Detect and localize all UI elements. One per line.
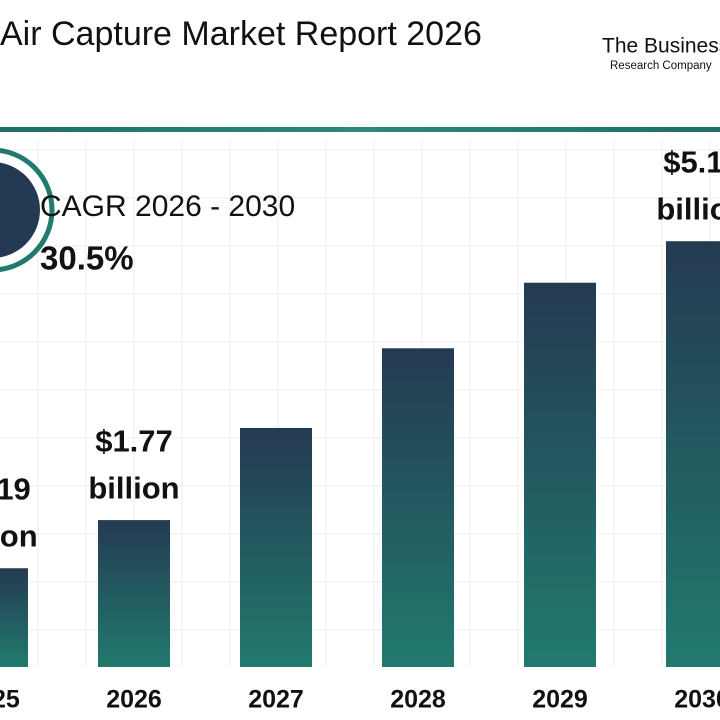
value-unit: billion [656,191,720,226]
divider [0,127,720,132]
cagr-label: CAGR 2026 - 2030 [40,190,295,223]
bar [0,568,28,667]
bar [382,348,454,667]
chart-title: Air Capture Market Report 2026 [0,15,482,53]
value-label: $1.77 [95,423,173,458]
x-tick-label: 2028 [390,686,446,714]
value-label: $5.13 [663,144,720,179]
x-tick-label: 2025 [0,686,20,714]
background-grid [0,140,720,667]
bar [240,427,312,667]
bar [524,282,596,667]
value-unit: billion [0,518,38,553]
logo-line: Research Company [610,60,712,72]
value-label: $1.19 [0,471,31,506]
bar [98,520,170,667]
bar [666,241,720,667]
value-unit: billion [88,470,179,505]
cagr-value: 30.5% [40,240,134,277]
logo-line: The Business [602,35,720,58]
cagr-icon [0,162,40,258]
x-tick-label: 2027 [248,686,304,714]
x-tick-label: 2030 [674,686,720,714]
x-tick-label: 2026 [106,686,162,714]
x-tick-label: 2029 [532,686,588,714]
